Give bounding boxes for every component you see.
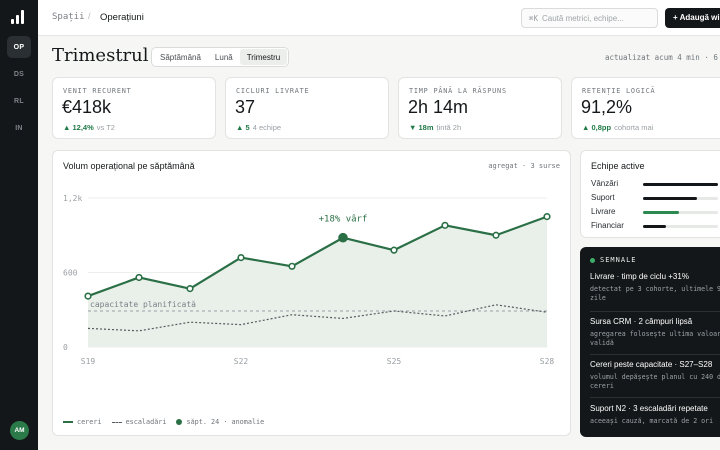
requests-point — [492, 231, 500, 239]
teams-title: Echipe active — [591, 161, 645, 171]
y-tick-label: 1,2k — [63, 194, 82, 203]
signal-item[interactable]: Livrare · timp de ciclu +31% detectat pe… — [590, 272, 720, 302]
chart-title: Volum operațional pe săptămână — [63, 161, 195, 171]
signal-item[interactable]: Cereri peste capacitate · S27–S28 volumu… — [590, 360, 720, 390]
team-bar-fill — [643, 225, 666, 228]
legend-item-anomaly[interactable]: săpt. 24 · anomalie — [176, 418, 264, 426]
kpi-card-retention[interactable]: RETENȚIE LOGICĂ 91,2% ▲ 0,8pp cohorta mai — [571, 77, 720, 139]
team-bar-fill — [643, 197, 697, 200]
breadcrumb-separator: / — [88, 11, 91, 21]
peak-annotation: +18% vârf — [319, 215, 368, 225]
page-title: Trimestrul 3 — [52, 45, 166, 66]
requests-point — [543, 213, 551, 221]
breadcrumb-spaces[interactable]: Spații — [52, 12, 85, 22]
rail-item-op[interactable]: OP — [7, 36, 31, 58]
anomaly-point — [338, 232, 348, 243]
kpi-value: 2h 14m — [408, 97, 469, 117]
chart-panel: 1,2k 600 0 S19 S22 S25 S28 capacitate planifica… — [52, 150, 571, 436]
x-tick-label: S22 — [234, 357, 249, 366]
top-bar: Spații / Operațiuni ⌘K Caută metrici, ec… — [38, 0, 720, 36]
requests-point — [84, 292, 92, 300]
x-tick-label: S28 — [540, 357, 555, 366]
requests-area — [88, 216, 547, 347]
user-avatar[interactable]: AM — [10, 421, 29, 440]
requests-point — [390, 246, 398, 254]
chart-legend: cereri escaladări săpt. 24 · anomalie — [63, 418, 264, 426]
period-quarter[interactable]: Trimestru — [239, 49, 288, 65]
rail-item-rl[interactable]: RL — [14, 97, 24, 105]
add-widget-button[interactable]: + Adaugă widget — [665, 8, 720, 28]
kpi-value: 37 — [235, 97, 256, 117]
team-bar-fill — [643, 183, 718, 186]
y-tick-label: 600 — [63, 269, 78, 278]
kpi-context: 4 echipe — [252, 123, 282, 132]
kpi-context: vs T2 — [96, 123, 115, 132]
rail-item-ds[interactable]: DS — [13, 70, 25, 78]
search-input[interactable]: ⌘K Caută metrici, echipe... — [521, 8, 658, 28]
signals-panel: SEMNALE Livrare · timp de ciclu +31% det… — [580, 247, 720, 437]
kpi-delta: ▲ 5 — [236, 123, 250, 132]
team-row-finance[interactable]: Financiar 2 — [591, 221, 720, 233]
signal-item[interactable]: Sursa CRM · 2 câmpuri lipsă agregarea fo… — [590, 317, 720, 347]
x-tick-label: S25 — [387, 357, 402, 366]
kpi-label: VENIT RECURENT — [63, 87, 132, 95]
live-dot-icon — [590, 257, 595, 263]
app-logo-icon[interactable] — [11, 10, 27, 24]
search-placeholder: Caută metrici, echipe... — [542, 14, 624, 23]
requests-point — [441, 221, 449, 229]
period-selector: Săptămână Lună Trimestru — [151, 47, 290, 67]
team-row-sales[interactable]: Vânzări 8 — [591, 179, 720, 191]
kpi-label: CICLURI LIVRATE — [236, 87, 310, 95]
weekly-volume-chart[interactable]: 1,2k 600 0 S19 S22 S25 S28 capacitate planifica… — [53, 151, 572, 437]
period-week[interactable]: Săptămână — [160, 53, 201, 62]
left-rail: OP DS RL IN AM — [0, 0, 38, 450]
kpi-context: țintă 2h — [436, 123, 462, 132]
kpi-card-revenue[interactable]: VENIT RECURENT €418k ▲ 12,4% vs T2 — [52, 77, 216, 139]
capacity-reference-label: capacitate planificată — [90, 300, 196, 309]
requests-point — [186, 285, 194, 293]
legend-item-escalations[interactable]: escaladări — [111, 418, 166, 426]
legend-item-requests[interactable]: cereri — [63, 418, 102, 426]
requests-point — [135, 273, 143, 282]
kpi-delta: ▼ 18m — [409, 123, 434, 132]
signals-header: SEMNALE — [590, 256, 637, 264]
active-teams-panel: Echipe active Vânzări 8 Suport 6 Livrare… — [580, 150, 720, 238]
x-tick-label: S19 — [81, 357, 96, 366]
team-bar-fill — [643, 211, 679, 214]
breadcrumb-operations: Operațiuni — [100, 12, 144, 23]
kpi-value: 91,2% — [581, 97, 633, 117]
kpi-card-response-time[interactable]: TIMP PÂNĂ LA RĂSPUNS 2h 14m ▼ 18m țintă 2… — [398, 77, 562, 139]
requests-series-line — [87, 215, 548, 298]
requests-point — [237, 253, 245, 262]
team-row-support[interactable]: Suport 6 — [591, 193, 720, 205]
escalations-series-line — [87, 304, 548, 332]
rail-item-in[interactable]: IN — [15, 124, 23, 132]
y-tick-label: 0 — [63, 343, 68, 352]
last-updated: actualizat acum 4 min · 6 s — [605, 53, 720, 62]
period-month[interactable]: Lună — [214, 53, 233, 62]
kpi-value: €418k — [62, 97, 112, 117]
chart-meta: agregat · 3 surse — [488, 162, 560, 170]
kpi-context: cohorta mai — [614, 123, 654, 132]
signal-item[interactable]: Suport N2 · 3 escaladări repetate aceeaș… — [590, 404, 714, 425]
kpi-label: TIMP PÂNĂ LA RĂSPUNS — [409, 87, 507, 95]
kpi-delta: ▲ 12,4% — [63, 123, 94, 132]
kpi-delta: ▲ 0,8pp — [582, 123, 612, 132]
kpi-label: RETENȚIE LOGICĂ — [582, 87, 656, 95]
search-shortcut: ⌘K — [529, 14, 539, 23]
team-row-delivery[interactable]: Livrare 4 — [591, 207, 720, 219]
requests-point — [288, 262, 296, 270]
